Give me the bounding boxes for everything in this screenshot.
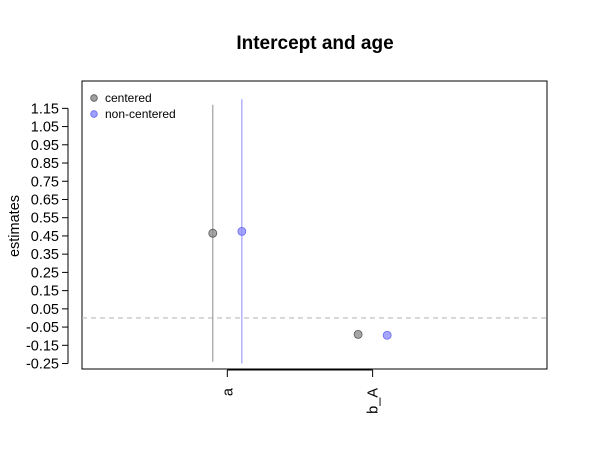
y-tick-label: 0.75 [31, 174, 59, 190]
plot-area: 1.15 1.05 0.95 0.85 0.75 0.65 0.55 0.45 0.35 0.25… [26, 80, 548, 414]
legend-label: non-centered [105, 107, 176, 121]
data-point [208, 228, 218, 238]
data-point [353, 329, 363, 339]
x-tick-label: a [220, 387, 236, 396]
data-point [382, 330, 392, 340]
y-tick-label: -0.15 [26, 338, 59, 354]
x-tick-label: b_A [366, 388, 382, 414]
y-tick-label: 0.15 [31, 284, 59, 300]
y-tick-label: -0.25 [26, 357, 59, 373]
y-tick-label: 0.35 [31, 247, 59, 263]
y-tick-label: 0.65 [31, 192, 59, 208]
y-tick-label: 0.55 [31, 211, 59, 227]
y-tick-label: 1.15 [31, 101, 59, 117]
plot-frame [81, 80, 548, 370]
y-tick-label: 0.45 [31, 229, 59, 245]
legend-marker [90, 94, 98, 102]
legend-marker [90, 110, 98, 118]
y-tick-label: 0.25 [31, 265, 59, 281]
data-point [237, 226, 247, 236]
y-tick-label: -0.05 [26, 320, 59, 336]
legend-label: centered [105, 91, 152, 105]
legend: centered non-centered [90, 91, 176, 121]
y-tick-label: 1.05 [31, 120, 59, 136]
chart-title: Intercept and age [236, 33, 393, 54]
y-tick-label: 0.95 [31, 138, 59, 154]
y-axis-label: estimates [7, 195, 23, 257]
y-tick-label: 0.05 [31, 302, 59, 318]
y-tick-label: 0.85 [31, 156, 59, 172]
